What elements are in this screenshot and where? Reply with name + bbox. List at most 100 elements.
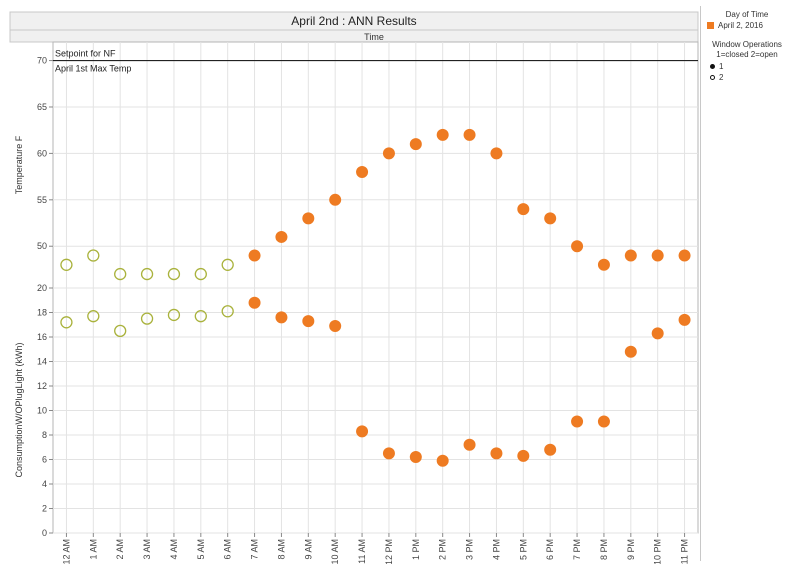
x-tick-label: 4 PM bbox=[491, 539, 501, 560]
data-point-open bbox=[140, 267, 154, 281]
x-tick-label: 6 PM bbox=[545, 539, 555, 560]
x-tick-label: 12 PM bbox=[384, 539, 394, 564]
data-points bbox=[60, 128, 691, 467]
data-point-open bbox=[221, 305, 234, 318]
time-header-bar bbox=[9, 29, 699, 43]
data-point bbox=[463, 128, 476, 141]
y-tick-label: 6 bbox=[42, 455, 47, 465]
data-point-open bbox=[194, 267, 207, 281]
data-point bbox=[678, 313, 691, 326]
series-swatch-icon bbox=[707, 22, 714, 29]
data-point bbox=[517, 203, 530, 216]
reference-label-above: Setpoint for NF bbox=[55, 49, 116, 59]
gridlines bbox=[53, 42, 698, 534]
y-axis-label-temperature: Temperature F bbox=[14, 135, 24, 194]
filled-circle-icon bbox=[709, 64, 715, 69]
x-tick-label: 3 AM bbox=[142, 539, 152, 560]
x-tick-label: 7 AM bbox=[250, 539, 260, 560]
x-tick-label: 12 AM bbox=[61, 539, 71, 564]
data-point bbox=[517, 449, 530, 462]
data-point bbox=[302, 315, 315, 328]
data-point bbox=[248, 249, 261, 262]
legend-marker-label-1: 1 bbox=[719, 62, 724, 71]
data-point-open bbox=[167, 308, 181, 322]
data-point bbox=[597, 258, 610, 271]
legend-marker-item-1: 1 bbox=[707, 62, 793, 71]
reference-label-below: April 1st Max Temp bbox=[55, 64, 131, 74]
legend-marker-title-block: Window Operations 1=closed 2=open bbox=[701, 40, 793, 60]
data-point bbox=[463, 438, 476, 451]
legend-marker-label-2: 2 bbox=[719, 73, 724, 82]
y-tick-label: 12 bbox=[37, 381, 47, 391]
legend-title: Day of Time bbox=[725, 10, 769, 19]
x-tick-label: 1 AM bbox=[88, 539, 98, 560]
x-tick-label: 9 PM bbox=[626, 539, 636, 560]
data-point bbox=[329, 193, 342, 206]
x-tick-label: 11 PM bbox=[680, 539, 690, 564]
data-point-open bbox=[194, 310, 207, 323]
x-tick-label: 1 PM bbox=[411, 539, 421, 560]
data-point bbox=[436, 454, 449, 467]
y-tick-label: 14 bbox=[37, 357, 47, 367]
data-point bbox=[490, 447, 503, 460]
data-point-open bbox=[114, 324, 127, 338]
data-point bbox=[302, 212, 315, 225]
y-tick-label: 18 bbox=[37, 308, 47, 318]
reference-line-group: Setpoint for NF April 1st Max Temp bbox=[53, 49, 698, 74]
data-point-open bbox=[87, 310, 100, 323]
y-tick-label: 65 bbox=[37, 102, 47, 112]
y-tick-label: 70 bbox=[37, 56, 47, 66]
data-point bbox=[651, 249, 664, 262]
temperature-panel-frame bbox=[52, 41, 699, 289]
data-point bbox=[571, 240, 584, 253]
x-tick-label: 5 AM bbox=[196, 539, 206, 560]
data-point bbox=[624, 345, 637, 358]
x-tick-label: 4 AM bbox=[169, 539, 179, 560]
y-tick-label: 20 bbox=[37, 283, 47, 293]
data-point-open bbox=[167, 267, 181, 281]
chart-title: April 2nd : ANN Results bbox=[291, 14, 416, 28]
y-tick-label: 60 bbox=[37, 148, 47, 158]
data-point bbox=[275, 311, 288, 324]
data-point bbox=[597, 415, 610, 428]
data-point bbox=[544, 443, 557, 456]
x-tick-label: 5 PM bbox=[518, 539, 528, 560]
x-tick-label: 7 PM bbox=[572, 539, 582, 560]
data-point bbox=[248, 296, 261, 309]
x-tick-label: 8 PM bbox=[599, 539, 609, 560]
data-point bbox=[544, 212, 557, 225]
data-point bbox=[651, 327, 664, 340]
data-point bbox=[382, 447, 395, 460]
data-point bbox=[409, 451, 422, 464]
y-tick-label: 0 bbox=[42, 528, 47, 538]
x-tick-label: 10 PM bbox=[653, 539, 663, 564]
legend-marker-item-2: 2 bbox=[707, 73, 793, 82]
time-header-label: Time bbox=[364, 32, 384, 42]
x-tick-label: 3 PM bbox=[465, 539, 475, 560]
y-tick-label: 50 bbox=[37, 241, 47, 251]
x-tick-label: 6 AM bbox=[223, 539, 233, 560]
data-point-open bbox=[60, 258, 73, 271]
data-point-open bbox=[221, 258, 234, 271]
data-point bbox=[275, 230, 288, 243]
legend-series-item: April 2, 2016 bbox=[707, 21, 793, 30]
data-point bbox=[356, 165, 369, 178]
y-tick-label: 16 bbox=[37, 332, 47, 342]
x-tick-label: 8 AM bbox=[276, 539, 286, 560]
data-point-open bbox=[87, 249, 100, 262]
x-axis-ticks: 12 AM 1 AM 2 AM 3 AM 4 AM 5 AM 6 AM 7 AM 8 AM 9 A… bbox=[61, 533, 690, 564]
y-tick-label: 2 bbox=[42, 504, 47, 514]
data-point bbox=[678, 249, 691, 262]
y-tick-label: 55 bbox=[37, 195, 47, 205]
legend-series-label: April 2, 2016 bbox=[718, 21, 763, 30]
open-circle-icon bbox=[709, 75, 715, 80]
y-tick-label: 10 bbox=[37, 406, 47, 416]
y-axis-ticks: 50 55 60 65 70 0 2 4 6 8 10 12 14 16 18 20 bbox=[37, 56, 53, 538]
x-tick-label: 10 AM bbox=[330, 539, 340, 564]
data-point bbox=[329, 319, 342, 332]
legend-marker-title: Window Operations bbox=[712, 40, 782, 49]
data-point bbox=[382, 147, 395, 160]
x-tick-label: 11 AM bbox=[357, 539, 367, 564]
legend-marker-subtitle: 1=closed 2=open bbox=[716, 50, 778, 59]
